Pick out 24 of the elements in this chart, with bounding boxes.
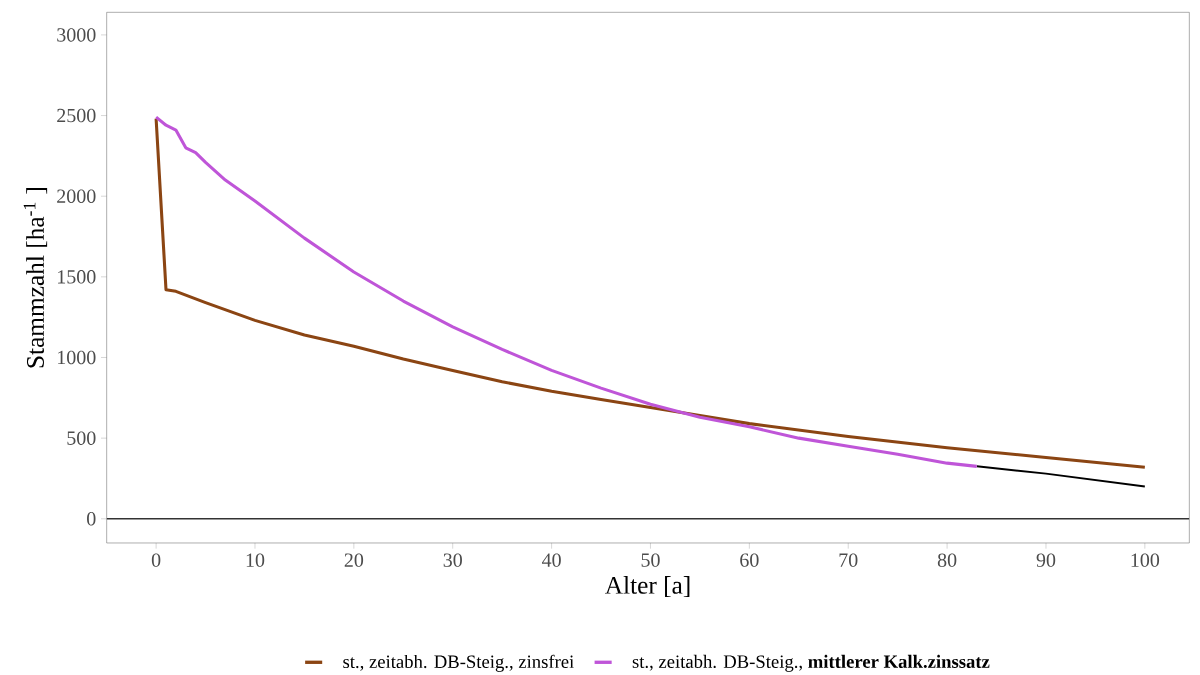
x-tick-label: 80 xyxy=(937,553,957,567)
y-tick-label: 3000 xyxy=(57,28,96,42)
x-tick-label: 90 xyxy=(1036,553,1056,567)
x-tick-label: 0 xyxy=(151,553,161,567)
y-tick-label: 1500 xyxy=(58,270,96,284)
x-tick-label: 40 xyxy=(542,553,561,567)
legend-label: st., zeitabh. DB-Steig., zinsfrei xyxy=(343,654,574,672)
legend-label: st., zeitabh. DB-Steig., mittlerer Kalk.zinssatz xyxy=(632,654,990,672)
x-tick-label: 60 xyxy=(740,553,759,567)
line-series xyxy=(154,115,979,468)
y-tick-label: 2500 xyxy=(57,108,96,123)
y-axis-title: Stammzahl [ha$^{-1}$ ] xyxy=(23,188,48,368)
x-tick-label: 30 xyxy=(443,553,462,567)
x-tick-label: 10 xyxy=(246,553,265,567)
x-tick-label: 100 xyxy=(1131,553,1160,567)
x-axis-title: Alter [a] xyxy=(605,575,690,597)
y-tick-label: 2000 xyxy=(57,189,96,203)
line-series xyxy=(154,117,1147,469)
x-tick-label: 50 xyxy=(641,553,660,567)
y-tick-label: 0 xyxy=(87,511,96,526)
x-tick-label: 70 xyxy=(839,553,858,567)
y-tick-label: 500 xyxy=(67,431,96,445)
x-tick-label: 20 xyxy=(344,553,364,567)
y-tick-label: 1000 xyxy=(58,350,96,365)
